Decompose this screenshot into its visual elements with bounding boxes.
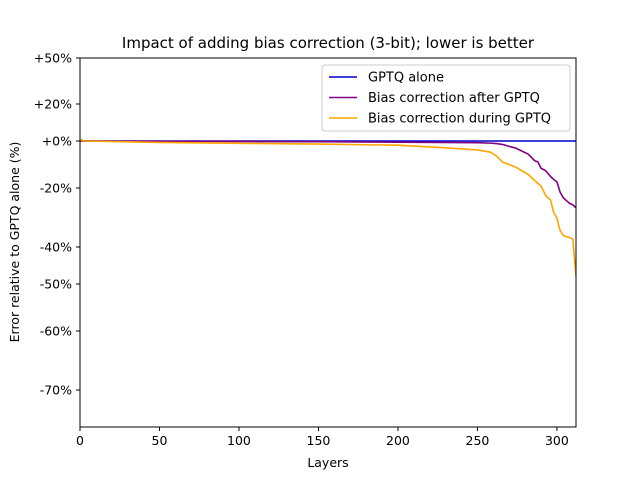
chart-title: Impact of adding bias correction (3-bit)… [122,34,535,52]
legend-item-bias-during-gptq: Bias correction during GPTQ [329,112,551,127]
x-axis: 0 50 100 150 200 250 300 [76,427,569,448]
legend-label: GPTQ alone [368,71,444,86]
y-axis: +50% +20% +0% -20% -40% -50% -60% -70% [34,51,80,398]
x-tick-label: 200 [386,433,410,448]
x-tick-label: 300 [545,433,569,448]
y-tick-label: -20% [40,181,72,196]
x-tick-label: 0 [76,433,84,448]
legend-item-gptq-alone: GPTQ alone [329,71,444,86]
series-line-bias-during-gptq [80,138,576,276]
y-tick-label: -50% [40,277,72,292]
x-tick-label: 150 [307,433,331,448]
legend-label: Bias correction after GPTQ [368,91,540,106]
legend-frame [321,64,571,132]
y-tick-label: +50% [34,51,72,66]
y-tick-label: -40% [40,240,72,255]
y-tick-label: +0% [42,134,72,149]
legend-label: Bias correction during GPTQ [368,112,551,127]
legend: GPTQ alone Bias correction after GPTQ Bias… [321,64,571,132]
x-tick-label: 250 [466,433,490,448]
series-line-bias-after-gptq [80,140,576,209]
plot-area [80,138,576,276]
legend-item-bias-after-gptq: Bias correction after GPTQ [329,91,540,106]
y-tick-label: -60% [40,324,72,339]
plot-frame [79,57,577,428]
y-tick-label: -70% [40,383,72,398]
y-axis-title: Error relative to GPTQ alone (%) [7,142,22,343]
x-axis-title: Layers [307,455,348,470]
x-tick-label: 50 [152,433,168,448]
y-tick-label: +20% [34,97,72,112]
x-tick-label: 100 [227,433,251,448]
series-layer [80,138,576,276]
